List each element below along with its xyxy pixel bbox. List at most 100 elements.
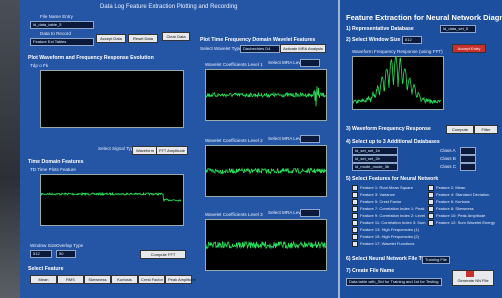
text-field[interactable] — [460, 155, 476, 163]
label: Class B — [440, 156, 456, 161]
button[interactable]: Compute FFT — [140, 250, 186, 259]
checkbox[interactable] — [352, 241, 358, 247]
feature-label: Feature 10: Peak Amplitude — [436, 213, 485, 218]
feature-label: Feature 8: Skewness — [436, 206, 474, 211]
button[interactable]: RMS — [57, 275, 84, 284]
label: Class A — [440, 148, 456, 153]
background-photo — [0, 0, 20, 298]
checkbox-item[interactable]: Feature 1: Root Mean Square — [352, 184, 426, 191]
text-field[interactable]: Feature Ext Tables — [30, 38, 94, 46]
plot-label: Wavelet Coefficients Level 1 — [205, 62, 263, 67]
button[interactable]: Accept Entry — [452, 44, 486, 53]
feature-label: Feature 4: Standard Deviation — [436, 192, 489, 197]
page: Feature Extraction UI html, body { margi… — [0, 0, 502, 298]
dropdown[interactable]: Daubechies D4 — [240, 45, 280, 53]
section-title: Time Domain Features — [28, 159, 84, 165]
text-field[interactable]: ld_set_set_2b — [352, 155, 398, 163]
dropdown[interactable] — [300, 59, 320, 67]
dropdown[interactable] — [300, 135, 320, 143]
checkbox-item[interactable]: Feature 13: High Frequencies (1) — [352, 226, 426, 233]
checkbox-item[interactable]: Feature 9: Correlation Index 2: Level — [352, 212, 426, 219]
feature-label: Feature 12: Sum Wavelet Energy — [436, 220, 495, 225]
button[interactable]: Kurtosis — [111, 275, 138, 284]
checkbox-item[interactable]: Feature 3: Variance — [352, 191, 426, 198]
button[interactable]: Activate MRA Analysis — [280, 44, 326, 53]
button[interactable]: Mean — [30, 275, 57, 284]
text-field[interactable] — [460, 147, 476, 155]
label: Select Wavelet Type — [200, 46, 242, 51]
text-field[interactable]: ld_set_set_1b — [352, 147, 398, 155]
button[interactable]: Peak Amplitude — [165, 275, 192, 284]
button[interactable]: Accept Data — [96, 34, 126, 43]
trace — [353, 56, 441, 104]
trace — [206, 242, 326, 249]
label: Select MRA Level — [268, 136, 304, 141]
label: Select Signal Type — [98, 146, 136, 151]
checkbox-item[interactable]: Feature 10: Peak Amplitude — [428, 212, 495, 219]
text-field[interactable]: ld_data_set_5 — [440, 25, 476, 33]
checkbox-item[interactable]: Feature 15: High Frequencies (2) — [352, 233, 426, 240]
trace-plot — [205, 69, 327, 121]
label: Overlap Type — [56, 243, 83, 248]
section-title: Select Feature — [28, 266, 63, 272]
dropdown[interactable]: Training File — [422, 256, 450, 264]
dropdown[interactable]: 50 — [56, 250, 76, 258]
checkbox-item[interactable]: Feature 6: Kurtosis — [428, 198, 495, 205]
feature-label: Feature 3: Variance — [360, 192, 395, 197]
panel-title: Feature Extraction for Neural Network Di… — [346, 13, 502, 22]
dropdown[interactable]: 512 — [30, 250, 52, 258]
text-field[interactable]: ld_data_table_5 — [30, 21, 94, 29]
button-icon — [466, 271, 474, 277]
text-field[interactable]: ld_mode_mode_3b — [352, 163, 398, 171]
checkbox-item[interactable]: Feature 2: Mean — [428, 184, 495, 191]
feature-list: Feature 1: Root Mean Square Feature 3: Va… — [352, 184, 426, 247]
trace-plot — [40, 174, 184, 226]
button[interactable]: Waveform — [132, 146, 158, 155]
panel-title: Data Log Feature Extraction Plotting and… — [100, 4, 237, 10]
button-row: MeanRMSSkewnessKurtosisCrest FactorPeak … — [30, 275, 190, 284]
plot-label: Tdp o Fk — [30, 63, 48, 68]
step-label: 7) Create File Name — [346, 268, 394, 274]
step-label: 5) Select Features for Neural Network — [346, 176, 438, 182]
button[interactable]: Compute — [446, 125, 474, 134]
step-label: 3) Waveform Frequency Response — [346, 126, 431, 132]
label: Class C — [440, 164, 456, 169]
text-field[interactable]: 512 — [402, 36, 422, 44]
button[interactable]: FFT Amplitude — [156, 146, 188, 155]
plot-area — [40, 70, 184, 128]
checkbox-item[interactable]: Feature 5: Crest Factor — [352, 198, 426, 205]
step-label: 6) Select Neural Network File Type — [346, 256, 430, 262]
button[interactable]: Clear Data — [162, 32, 190, 41]
checkbox-item[interactable]: Feature 4: Standard Deviation — [428, 191, 495, 198]
trace — [206, 169, 326, 174]
section-title: Plot Time Frequency Domain Wavelet Featu… — [200, 37, 315, 43]
checkbox-item[interactable]: Feature 8: Skewness — [428, 205, 495, 212]
checkbox-item[interactable]: Feature 11: Correlation Index 3: Sum — [352, 219, 426, 226]
feature-label: Feature 5: Crest Factor — [360, 199, 401, 204]
feature-label: Feature 7: Correlation Index 1: Peak — [360, 206, 424, 211]
checkbox-item[interactable]: Feature 12: Sum Wavelet Energy — [428, 219, 495, 226]
text-field[interactable] — [460, 163, 476, 171]
button[interactable]: Reset Data — [128, 34, 158, 43]
plot-label: Wavelet Coefficients Level 3 — [205, 212, 263, 217]
screen: { "left_panel": { "title": "Data Log Fea… — [0, 0, 502, 298]
button[interactable]: Crest Factor — [138, 275, 165, 284]
button[interactable]: Skewness — [84, 275, 111, 284]
button[interactable]: Filter — [474, 125, 498, 134]
label: Select MRA Level — [268, 210, 304, 215]
dropdown[interactable] — [300, 209, 320, 217]
section-title: Plot Waveform and Frequency Response Evo… — [28, 55, 154, 61]
feature-label: Feature 1: Root Mean Square — [360, 185, 413, 190]
trace-plot — [352, 56, 444, 110]
plot-label: Waveform Frequency Response (using FFT) — [352, 49, 443, 54]
trace — [206, 86, 326, 106]
step-label: 2) Select Window Size — [346, 37, 400, 43]
feature-label: Feature 9: Correlation Index 2: Level — [360, 213, 425, 218]
checkbox-item[interactable]: Feature 17: Wavelet Functions — [352, 240, 426, 247]
checkbox-item[interactable]: Feature 7: Correlation Index 1: Peak — [352, 205, 426, 212]
feature-label: Feature 15: High Frequencies (2) — [360, 234, 419, 239]
checkbox[interactable] — [428, 220, 434, 226]
text-field[interactable]: Data table with_Std for Training and 1st… — [346, 278, 442, 286]
feature-label: Feature 13: High Frequencies (1) — [360, 227, 419, 232]
